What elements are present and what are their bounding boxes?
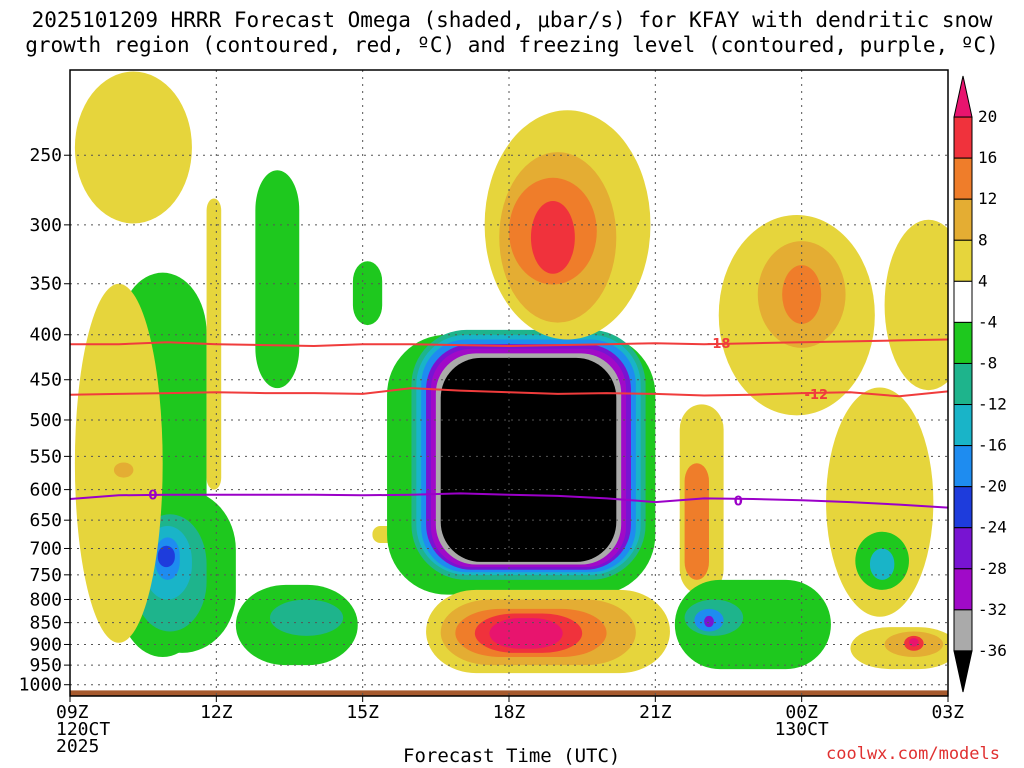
colorbar-label: 12: [978, 189, 997, 208]
x-axis-label: Forecast Time (UTC): [403, 745, 621, 767]
colorbar-swatch: [953, 404, 973, 447]
colorbar-bottom-arrow: [953, 650, 973, 693]
colorbar: 20 16 12 8 4 -4 -8 -12 -16 -20 -24 -28 -32 -36: [953, 75, 1007, 693]
colorbar-label: 16: [978, 148, 997, 167]
omega-farright-teal: [869, 548, 895, 580]
x-tick-label: 120CT: [56, 719, 110, 740]
y-tick-label: 850: [29, 613, 62, 634]
x-tick-label: 09Z: [56, 702, 89, 723]
colorbar-label: -8: [978, 353, 997, 372]
omega-upper-center-16: [530, 200, 575, 274]
colorbar-label: 20: [978, 107, 997, 126]
colorbar-label: -12: [978, 395, 1007, 414]
colorbar-swatch: [953, 486, 973, 529]
omega-topright-sink: [884, 219, 948, 391]
omega-topleft-sink: [74, 71, 192, 224]
contour-label: 0: [148, 489, 157, 504]
colorbar-label: 8: [978, 230, 988, 249]
omega-upper-green-b: [352, 261, 383, 326]
colorbar-swatch: [953, 568, 973, 611]
credit-link[interactable]: coolwx.com/models: [826, 744, 1000, 764]
contour-label: -12: [805, 388, 829, 403]
y-tick-label: 250: [29, 145, 62, 166]
y-axis: 2503003504004505005506006507007508008509…: [19, 145, 70, 696]
colorbar-swatch: [953, 280, 973, 323]
colorbar-label: -32: [978, 600, 1007, 619]
colorbar-swatch: [953, 116, 973, 159]
omega-left-max: [157, 545, 175, 568]
colorbar-label: -20: [978, 477, 1007, 496]
colorbar-swatch: [953, 445, 973, 488]
colorbar-swatch: [953, 321, 973, 364]
x-tick-label: 12Z: [200, 702, 233, 723]
colorbar-label: -16: [978, 436, 1007, 455]
colorbar-swatch: [953, 362, 973, 406]
colorbar-swatch: [953, 527, 973, 570]
omega-lower-teal: [269, 599, 344, 636]
colorbar-top-arrow: [953, 75, 973, 118]
omega-rc-sink-12: [684, 463, 709, 580]
x-tick-label: 2025: [56, 736, 99, 757]
y-tick-label: 1000: [19, 675, 62, 696]
colorbar-label: -28: [978, 559, 1007, 578]
colorbar-swatch: [953, 239, 973, 282]
y-tick-label: 800: [29, 589, 62, 610]
contour-line: [70, 387, 948, 398]
omega-farright-20: [908, 638, 919, 647]
y-tick-label: 300: [29, 215, 62, 236]
y-tick-label: 450: [29, 370, 62, 391]
omega-shading: [74, 71, 948, 674]
y-tick-label: 750: [29, 565, 62, 586]
y-tick-label: 900: [29, 634, 62, 655]
y-tick-label: 600: [29, 480, 62, 501]
contour-label: 0: [734, 494, 743, 509]
contours: -18 -12 0 0: [70, 337, 948, 509]
colorbar-swatch: [953, 157, 973, 200]
colorbar-label: -36: [978, 641, 1007, 660]
colorbar-label: -24: [978, 518, 1007, 537]
contour-label: -18: [707, 337, 731, 352]
y-tick-label: 950: [29, 655, 62, 676]
omega-lower-sink-20: [489, 618, 563, 649]
colorbar-label: -4: [978, 312, 997, 331]
y-tick-label: 700: [29, 538, 62, 559]
x-tick-label: 18Z: [493, 702, 526, 723]
x-tick-label: 21Z: [639, 702, 672, 723]
omega-upper-green-a: [255, 170, 300, 389]
omega-center-core: [440, 357, 617, 562]
omega-sink-spot-core: [113, 462, 134, 478]
y-tick-label: 350: [29, 274, 62, 295]
x-tick-label: 03Z: [931, 702, 964, 723]
omega-right-lower-core: [704, 615, 714, 628]
y-tick-label: 400: [29, 325, 62, 346]
y-tick-label: 500: [29, 410, 62, 431]
contour-line: [70, 492, 948, 509]
x-tick-label: 130CT: [775, 719, 829, 740]
colorbar-swatch: [953, 198, 973, 241]
contour-line: [70, 338, 948, 348]
chart-title: 2025101209 HRRR Forecast Omega (shaded, …: [25, 8, 999, 57]
x-tick-label: 00Z: [785, 702, 818, 723]
colorbar-swatch: [953, 609, 973, 652]
x-tick-label: 15Z: [346, 702, 379, 723]
y-tick-label: 550: [29, 446, 62, 467]
y-tick-label: 650: [29, 510, 62, 531]
colorbar-label: 4: [978, 271, 988, 290]
